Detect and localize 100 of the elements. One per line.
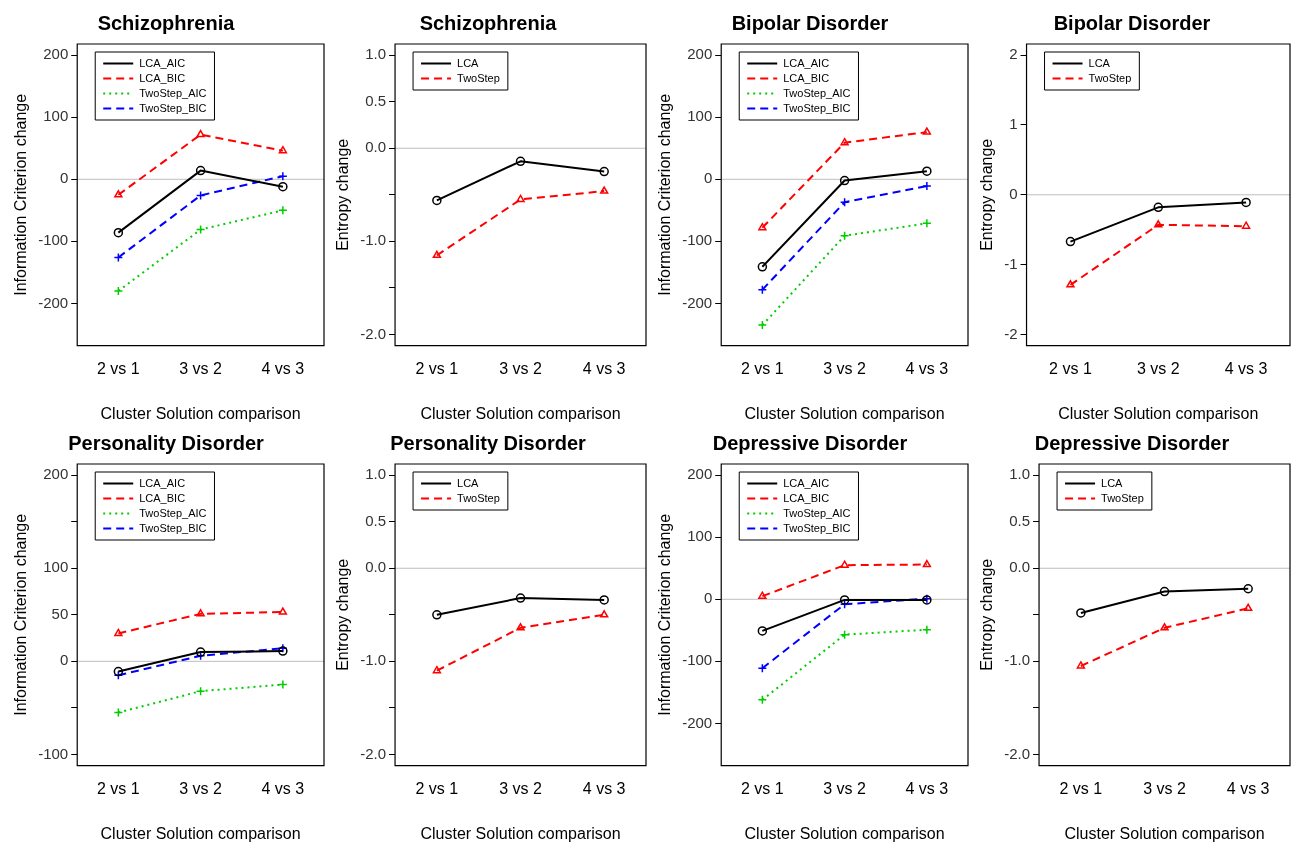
x-tick-label: 4 vs 3 xyxy=(1224,359,1268,377)
x-tick-label: 3 vs 2 xyxy=(823,359,867,377)
legend-label: TwoStep_BIC xyxy=(783,521,851,534)
point xyxy=(839,197,850,207)
point xyxy=(114,190,123,198)
point xyxy=(840,137,849,146)
y-axis-title: Information Criterion change xyxy=(12,93,30,296)
point xyxy=(1065,236,1076,247)
y-tick-label: 0.5 xyxy=(1009,511,1031,529)
y-tick-label: -2 xyxy=(1004,324,1018,342)
point xyxy=(114,628,123,637)
point xyxy=(516,194,525,203)
legend-label: TwoStep_BIC xyxy=(139,101,207,114)
point xyxy=(757,695,768,705)
y-tick-label: -2.0 xyxy=(1004,744,1031,762)
x-tick-label: 3 vs 2 xyxy=(179,359,223,377)
legend-label: TwoStep xyxy=(1088,71,1132,84)
point xyxy=(1153,202,1164,213)
chart-title: Schizophrenia xyxy=(97,11,236,34)
point xyxy=(278,181,288,192)
point xyxy=(1243,583,1253,594)
legend-label: TwoStep_AIC xyxy=(783,86,851,99)
legend-label: TwoStep xyxy=(1101,491,1144,504)
y-tick-label: 100 xyxy=(687,107,713,125)
y-tick-label: 0 xyxy=(703,589,713,607)
x-axis-title: Cluster Solution comparison xyxy=(420,404,621,422)
chart-title: Bipolar Disorder xyxy=(731,11,889,34)
y-axis-title: Entropy change xyxy=(978,558,996,671)
point xyxy=(1076,661,1086,669)
x-tick-label: 2 vs 1 xyxy=(97,359,140,377)
x-tick-label: 3 vs 2 xyxy=(499,359,542,377)
x-tick-label: 3 vs 2 xyxy=(499,779,542,797)
y-tick-label: 200 xyxy=(687,45,713,63)
point xyxy=(432,665,442,674)
y-tick-label: 200 xyxy=(687,465,713,483)
chart-title: Depressive Disorder xyxy=(1034,431,1230,454)
legend-label: TwoStep xyxy=(457,71,500,84)
chart-title: Personality Disorder xyxy=(68,431,265,454)
point xyxy=(922,624,932,635)
x-tick-label: 4 vs 3 xyxy=(261,779,305,797)
x-tick-label: 4 vs 3 xyxy=(582,779,626,797)
legend-label: TwoStep_AIC xyxy=(139,86,207,99)
y-axis-title: Entropy change xyxy=(334,138,352,251)
legend-label: TwoStep xyxy=(457,491,500,504)
point xyxy=(195,165,206,176)
point xyxy=(599,610,609,618)
point xyxy=(757,626,768,636)
x-tick-label: 2 vs 1 xyxy=(741,779,784,797)
point xyxy=(195,686,206,696)
x-tick-label: 2 vs 1 xyxy=(415,779,459,797)
point xyxy=(1243,603,1253,612)
y-tick-label: -1.0 xyxy=(1004,651,1031,669)
x-tick-label: 4 vs 3 xyxy=(905,359,949,377)
legend-label: LCA_BIC xyxy=(783,491,830,504)
y-tick-label: -200 xyxy=(38,293,69,311)
x-tick-label: 2 vs 1 xyxy=(741,359,784,377)
chart-title: Schizophrenia xyxy=(419,11,558,34)
y-tick-label: 0 xyxy=(59,169,69,187)
point xyxy=(840,560,849,568)
x-tick-label: 4 vs 3 xyxy=(261,359,305,377)
x-tick-label: 2 vs 1 xyxy=(415,359,459,377)
x-axis-title: Cluster Solution comparison xyxy=(744,824,945,842)
x-tick-label: 3 vs 2 xyxy=(1143,779,1186,797)
y-tick-label: 0.0 xyxy=(365,138,387,156)
y-tick-label: 100 xyxy=(687,527,713,545)
point xyxy=(922,166,932,176)
point xyxy=(839,595,850,605)
point xyxy=(113,286,124,296)
x-axis-title: Cluster Solution comparison xyxy=(420,824,621,842)
y-tick-label: 0 xyxy=(59,651,69,669)
point xyxy=(757,320,768,330)
point xyxy=(839,231,850,241)
y-axis-title: Information Criterion change xyxy=(656,93,674,296)
y-tick-label: 0.0 xyxy=(1009,558,1031,576)
chart-title: Depressive Disorder xyxy=(712,431,908,454)
y-tick-label: 2 xyxy=(1009,45,1018,63)
point xyxy=(515,156,526,167)
legend-label: LCA xyxy=(457,476,480,489)
point xyxy=(922,218,932,229)
x-axis-title: Cluster Solution comparison xyxy=(1058,404,1259,422)
x-tick-label: 3 vs 2 xyxy=(823,779,867,797)
x-axis-title: Cluster Solution comparison xyxy=(100,404,301,422)
point xyxy=(196,609,205,617)
point xyxy=(599,595,609,605)
legend-label: TwoStep_AIC xyxy=(783,506,851,519)
legend-label: LCA_BIC xyxy=(139,71,186,84)
y-tick-label: -200 xyxy=(682,713,713,731)
legend-label: LCA_AIC xyxy=(783,56,830,69)
point xyxy=(278,171,288,181)
legend-label: TwoStep_BIC xyxy=(783,101,851,114)
y-axis-title: Information Criterion change xyxy=(656,513,674,716)
y-tick-label: 200 xyxy=(43,465,69,483)
point xyxy=(432,250,442,259)
point xyxy=(113,227,124,238)
legend-label: TwoStep_BIC xyxy=(139,521,207,534)
y-tick-label: 0 xyxy=(1009,184,1018,202)
y-axis-title: Information Criterion change xyxy=(12,513,30,716)
y-tick-label: 1.0 xyxy=(365,465,387,483)
point xyxy=(757,663,768,673)
y-tick-label: -100 xyxy=(682,231,713,249)
